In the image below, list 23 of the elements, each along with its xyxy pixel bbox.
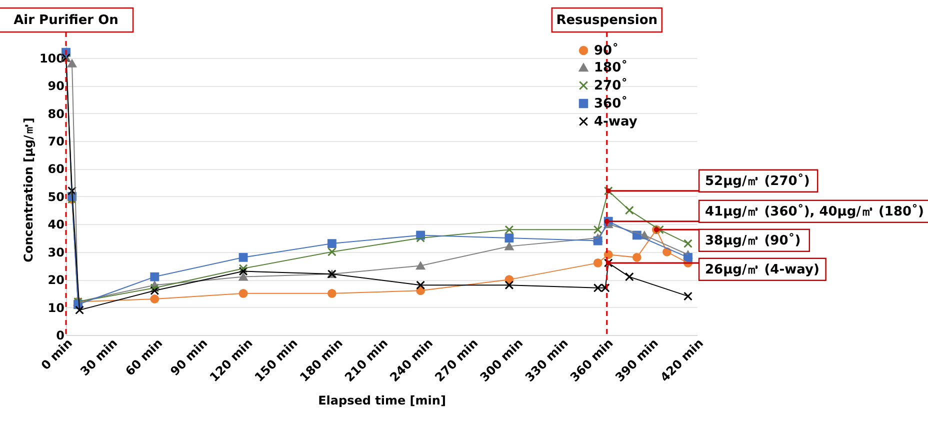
y-axis-title: Concentration [μg/㎥] (21, 118, 36, 262)
y-tick-label: 90 (48, 79, 64, 94)
y-tick-label: 40 (48, 218, 64, 232)
y-tick-label: 70 (48, 134, 64, 148)
y-tick-label: 0 (56, 328, 64, 342)
y-tick-label: 80 (48, 106, 64, 121)
legend-label: 270˚ (594, 78, 628, 94)
y-tick-label: 50 (48, 190, 64, 204)
annotation: 52μg/㎥ (270˚) (705, 172, 810, 189)
legend-label: 90˚ (594, 42, 619, 58)
annotation: 38μg/㎥ (90˚) (705, 232, 801, 248)
y-tick-label: 30 (48, 245, 64, 260)
ref-line-label: Resuspension (556, 13, 658, 28)
annotation: 41μg/㎥ (360˚), 40μg/㎥ (180˚) (705, 203, 924, 220)
y-tick-label: 10 (48, 300, 64, 315)
legend-label: 180˚ (594, 60, 628, 76)
legend-label: 360˚ (594, 96, 628, 112)
legend-label: 4-way (594, 114, 638, 130)
x-axis-title: Elapsed time [min] (318, 394, 446, 408)
y-tick-label: 20 (48, 273, 64, 288)
ref-line-label: Air Purifier On (14, 13, 118, 28)
y-tick-label: 60 (48, 162, 64, 176)
annotation: 26μg/㎥ (4-way) (705, 262, 820, 278)
